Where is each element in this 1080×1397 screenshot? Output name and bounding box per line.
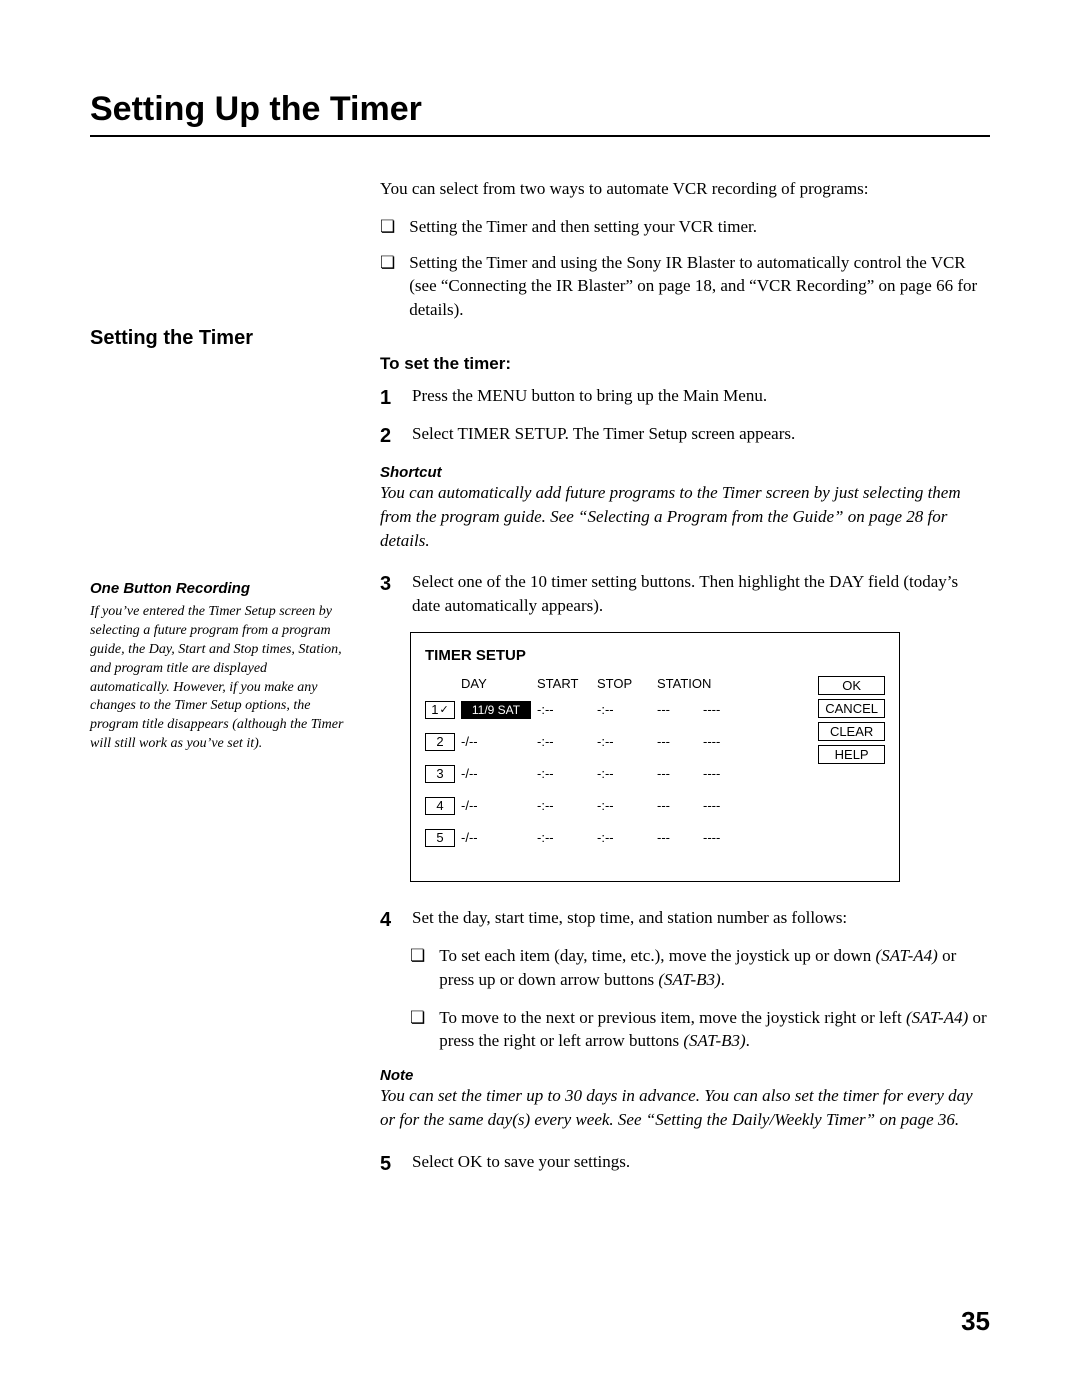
- timer-station-field[interactable]: ---: [657, 734, 697, 749]
- col-start: START: [537, 676, 591, 691]
- intro-text: You can select from two ways to automate…: [380, 177, 990, 201]
- step-number: 1: [380, 384, 398, 412]
- step-5: 5 Select OK to save your settings.: [380, 1150, 990, 1178]
- step-number: 2: [380, 422, 398, 450]
- step-text: Set the day, start time, stop time, and …: [412, 906, 990, 934]
- sub-bullet-text: To move to the next or previous item, mo…: [439, 1006, 990, 1054]
- col-stop: STOP: [597, 676, 651, 691]
- step-2: 2 Select TIMER SETUP. The Timer Setup sc…: [380, 422, 990, 450]
- step-3: 3 Select one of the 10 timer setting but…: [380, 570, 990, 618]
- col-station: STATION: [657, 676, 749, 691]
- timer-day-field[interactable]: 11/9 SAT: [461, 701, 531, 719]
- timer-start-field[interactable]: -:--: [537, 766, 591, 781]
- ok-button[interactable]: OK: [818, 676, 885, 695]
- timer-stop-field[interactable]: -:--: [597, 734, 651, 749]
- clear-button[interactable]: CLEAR: [818, 722, 885, 741]
- step-text: Select TIMER SETUP. The Timer Setup scre…: [412, 422, 990, 450]
- timer-day-field[interactable]: -/--: [461, 798, 531, 813]
- timer-stop-field[interactable]: -:--: [597, 830, 651, 845]
- square-bullet-icon: ❏: [380, 251, 395, 322]
- timer-slot-button[interactable]: 5: [425, 829, 455, 847]
- timer-station-field[interactable]: ---: [657, 702, 697, 717]
- timer-stop-field[interactable]: -:--: [597, 702, 651, 717]
- timer-station-field[interactable]: ---: [657, 798, 697, 813]
- shortcut-title: Shortcut: [380, 464, 990, 481]
- step-1: 1 Press the MENU button to bring up the …: [380, 384, 990, 412]
- intro-bullet-text: Setting the Timer and then setting your …: [409, 215, 757, 239]
- timer-station-field[interactable]: ----: [703, 798, 749, 813]
- intro-bullet: ❏ Setting the Timer and then setting you…: [380, 215, 990, 239]
- timer-slot-button[interactable]: 2: [425, 733, 455, 751]
- timer-row: 3-/---:---:---------: [425, 765, 804, 783]
- timer-day-field[interactable]: -/--: [461, 766, 531, 781]
- page-number: 35: [961, 1306, 990, 1337]
- step-text: Press the MENU button to bring up the Ma…: [412, 384, 990, 412]
- page-title: Setting Up the Timer: [90, 90, 990, 137]
- square-bullet-icon: ❏: [410, 944, 425, 992]
- sub-heading: To set the timer:: [380, 354, 990, 374]
- note-body: You can set the timer up to 30 days in a…: [380, 1084, 990, 1132]
- timer-slot-button[interactable]: 4: [425, 797, 455, 815]
- timer-day-field[interactable]: -/--: [461, 734, 531, 749]
- step-text: Select OK to save your settings.: [412, 1150, 990, 1178]
- sidebar-note-title: One Button Recording: [90, 580, 350, 597]
- check-icon: ✓: [440, 703, 449, 716]
- timer-start-field[interactable]: -:--: [537, 702, 591, 717]
- step-number: 5: [380, 1150, 398, 1178]
- timer-row: 4-/---:---:---------: [425, 797, 804, 815]
- timer-slot-button[interactable]: 1✓: [425, 701, 455, 719]
- timer-station-field[interactable]: ---: [657, 830, 697, 845]
- timer-header-row: DAY START STOP STATION: [425, 676, 804, 691]
- shortcut-body: You can automatically add future program…: [380, 481, 990, 552]
- timer-stop-field[interactable]: -:--: [597, 798, 651, 813]
- timer-start-field[interactable]: -:--: [537, 830, 591, 845]
- step-number: 4: [380, 906, 398, 934]
- help-button[interactable]: HELP: [818, 745, 885, 764]
- sidebar-note-body: If you’ve entered the Timer Setup screen…: [90, 603, 350, 754]
- timer-setup-title: TIMER SETUP: [425, 647, 885, 664]
- timer-station-field[interactable]: ----: [703, 734, 749, 749]
- sub-bullet: ❏ To move to the next or previous item, m…: [410, 1006, 990, 1054]
- sub-bullet: ❏ To set each item (day, time, etc.), mov…: [410, 944, 990, 992]
- timer-day-field[interactable]: -/--: [461, 830, 531, 845]
- timer-start-field[interactable]: -:--: [537, 734, 591, 749]
- timer-row: 1✓11/9 SAT-:---:---------: [425, 701, 804, 719]
- step-text: Select one of the 10 timer setting butto…: [412, 570, 990, 618]
- step-4: 4 Set the day, start time, stop time, an…: [380, 906, 990, 934]
- sub-bullet-text: To set each item (day, time, etc.), move…: [439, 944, 990, 992]
- timer-station-field[interactable]: ----: [703, 702, 749, 717]
- timer-row: 5-/---:---:---------: [425, 829, 804, 847]
- square-bullet-icon: ❏: [410, 1006, 425, 1054]
- timer-slot-button[interactable]: 3: [425, 765, 455, 783]
- step-number: 3: [380, 570, 398, 618]
- cancel-button[interactable]: CANCEL: [818, 699, 885, 718]
- intro-bullet-text: Setting the Timer and using the Sony IR …: [409, 251, 990, 322]
- col-day: DAY: [461, 676, 531, 691]
- intro-bullet: ❏ Setting the Timer and using the Sony I…: [380, 251, 990, 322]
- timer-row: 2-/---:---:---------: [425, 733, 804, 751]
- timer-stop-field[interactable]: -:--: [597, 766, 651, 781]
- square-bullet-icon: ❏: [380, 215, 395, 239]
- section-heading: Setting the Timer: [90, 327, 350, 350]
- timer-station-field[interactable]: ---: [657, 766, 697, 781]
- timer-start-field[interactable]: -:--: [537, 798, 591, 813]
- timer-setup-diagram: TIMER SETUP DAY START STOP STATION 1✓ 11/…: [410, 632, 900, 882]
- timer-station-field[interactable]: ----: [703, 830, 749, 845]
- timer-station-field[interactable]: ----: [703, 766, 749, 781]
- note-title: Note: [380, 1067, 990, 1084]
